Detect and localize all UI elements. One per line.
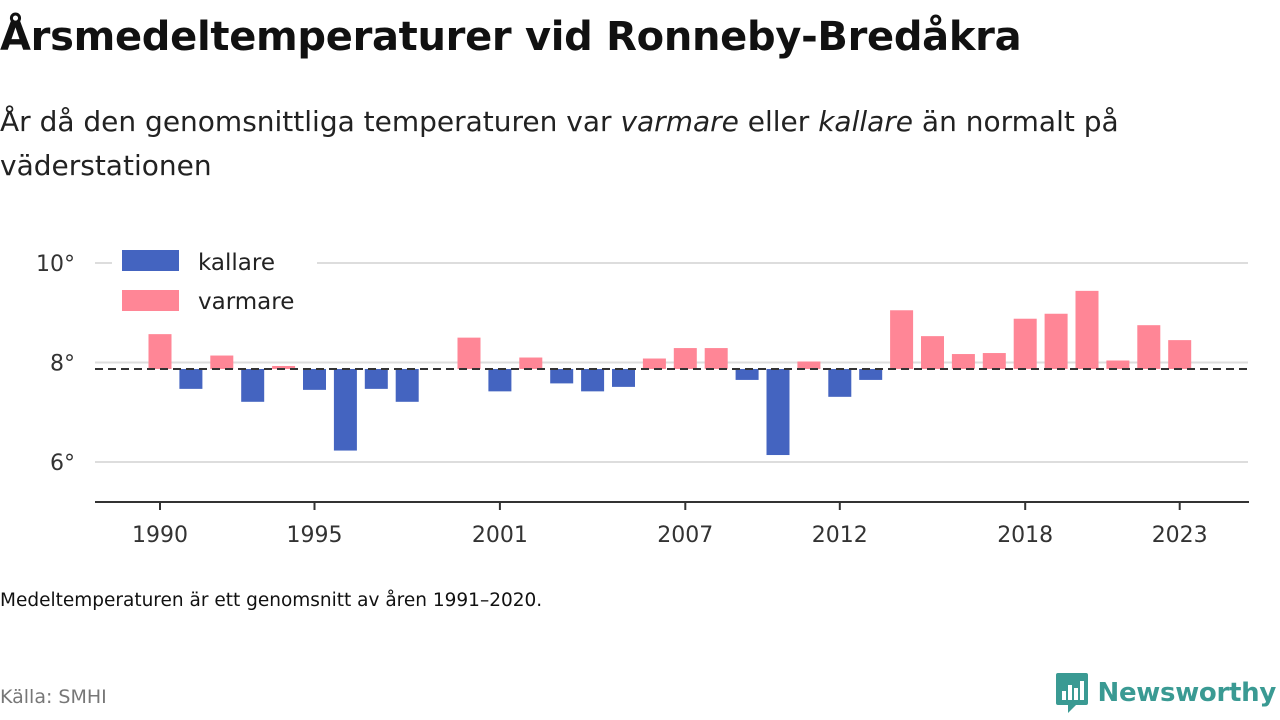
x-tick-label: 1990	[132, 523, 188, 548]
bar-2007	[673, 348, 697, 369]
bar-2023	[1168, 340, 1192, 369]
bar-2016	[951, 354, 975, 369]
footnote: Medeltemperaturen är ett genomsnitt av å…	[0, 590, 543, 611]
bar-2009	[735, 368, 759, 380]
bars	[148, 290, 1192, 456]
bar-1995	[303, 368, 326, 390]
bar-2014	[890, 310, 914, 369]
legend-label-warmer: varmare	[198, 289, 294, 315]
newsworthy-logo-text: Newsworthy	[1097, 678, 1277, 708]
legend-label-colder: kallare	[198, 250, 275, 276]
bar-1990	[148, 334, 172, 369]
y-axis-labels: 6° 8° 10°	[36, 252, 75, 476]
chart-subtitle: År då den genomsnittliga temperaturen va…	[0, 105, 1119, 182]
newsworthy-logo[interactable]: Newsworthy	[1054, 670, 1276, 716]
bar-2013	[859, 368, 883, 380]
bar-2018	[1013, 318, 1037, 369]
bar-1992	[210, 355, 234, 369]
bar-2011	[797, 361, 821, 369]
bar-1991	[179, 368, 203, 389]
newsworthy-logo-icon	[1055, 673, 1088, 713]
bar-1993	[241, 368, 265, 402]
bar-1996	[333, 368, 357, 451]
bar-1997	[364, 368, 388, 389]
bar-2006	[642, 358, 666, 369]
bar-2004	[581, 368, 605, 392]
bar-2010	[766, 368, 790, 456]
bar-2008	[704, 348, 728, 369]
bar-2012	[828, 368, 852, 397]
bar-2015	[921, 336, 944, 369]
x-tick-label: 2001	[472, 523, 528, 548]
bar-1998	[395, 368, 419, 402]
x-tick-label: 2018	[997, 523, 1053, 548]
bar-2019	[1044, 313, 1068, 369]
x-tick-label: 1995	[287, 523, 343, 548]
bar-2005	[612, 368, 635, 387]
y-tick-label: 10°	[36, 252, 75, 277]
bar-2001	[488, 368, 512, 392]
bar-2002	[519, 357, 543, 369]
x-tick-label: 2012	[812, 523, 868, 548]
bar-2022	[1137, 325, 1161, 369]
bar-2003	[550, 368, 574, 384]
x-tick-label: 2007	[657, 523, 713, 548]
bar-2020	[1075, 290, 1099, 369]
legend-swatch-colder	[122, 250, 179, 271]
x-tick-label: 2023	[1152, 523, 1208, 548]
bar-1994	[272, 365, 296, 369]
x-axis-ticks: 1990 1995 2001 2007 2012 2018 2023	[132, 502, 1208, 548]
chart-title: Årsmedeltemperaturer vid Ronneby-Bredåkr…	[0, 14, 1022, 60]
legend-swatch-warmer	[122, 290, 179, 311]
source-credit: Källa: SMHI	[0, 686, 107, 708]
bar-2017	[982, 353, 1006, 369]
bar-2021	[1106, 360, 1130, 369]
y-tick-label: 8°	[50, 352, 75, 377]
bar-2000	[457, 337, 481, 369]
y-tick-label: 6°	[50, 451, 75, 476]
legend: kallare varmare	[112, 240, 317, 318]
